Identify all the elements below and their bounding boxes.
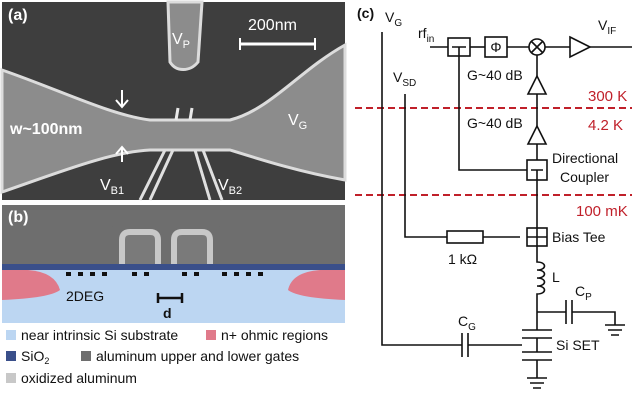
component-label: Bias Tee [552,229,606,245]
figure: (a) 200nm w~100nm VP VG VB1 VB2 (b) 2DEG… [0,0,632,397]
legend-swatch [6,351,16,361]
gain-label: G~40 dB [467,67,523,83]
component-label: Si SET [556,337,600,353]
component-label: CP [575,283,592,303]
gain-label: G~40 dB [467,115,523,131]
panel-label: (a) [8,7,28,24]
temperature-label: 4.2 K [588,117,623,134]
legend-text: aluminum upper and lower gates [96,348,299,364]
cross-section [2,205,345,323]
node-label: VSD [393,69,416,89]
legend-text: oxidized aluminum [21,370,137,386]
legend-swatch [6,373,16,383]
component-label: Directional [552,150,618,166]
component-label: CG [458,313,476,333]
legend-text-sub: 2 [44,356,49,366]
node-label-sub: IF [607,26,616,37]
node-label-sub: G [394,18,402,29]
component-label-sub: G [468,322,476,333]
panel-label: (b) [8,209,28,226]
node-label: rfin [418,25,434,45]
node-label: VG [385,9,402,29]
twodeg-label: 2DEG [66,288,104,304]
node-label-sub: in [427,34,435,45]
d-label: d [163,305,172,321]
legend-text: near intrinsic Si substrate [21,327,178,343]
node-label: VIF [598,17,616,37]
gate-label-sub: B2 [229,185,242,197]
node-label-main: rf [418,25,427,41]
temperature-label: 300 K [588,88,627,105]
gate-label-main: V [100,177,111,194]
gate-label-main: V [172,31,183,48]
legend-text: SiO2 [21,348,49,366]
component-label: Coupler [560,169,609,185]
component-label-main: C [575,283,585,299]
gate-label-sub: G [299,120,308,132]
component-label-main: C [458,313,468,329]
legend-text: n+ ohmic regions [221,327,328,343]
width-label: w~100nm [9,121,82,138]
phase-shifter-label: Φ [490,39,501,55]
panel-label: (c) [357,5,374,21]
gate-label-sub: B1 [111,185,124,197]
legend-swatch [6,330,16,340]
gate-label-main: V [288,112,299,129]
gate-label-main: V [218,177,229,194]
legend-text-main: SiO [21,348,44,364]
scale-bar-label: 200nm [248,17,297,34]
component-label-sub: P [585,292,592,303]
component-label: L [552,269,560,285]
temperature-label: 100 mK [576,203,628,220]
node-label-sub: SD [402,78,416,89]
legend-swatch [81,351,91,361]
component-label: 1 kΩ [448,251,477,267]
legend-swatch [206,330,216,340]
gate-label-sub: P [183,39,190,51]
